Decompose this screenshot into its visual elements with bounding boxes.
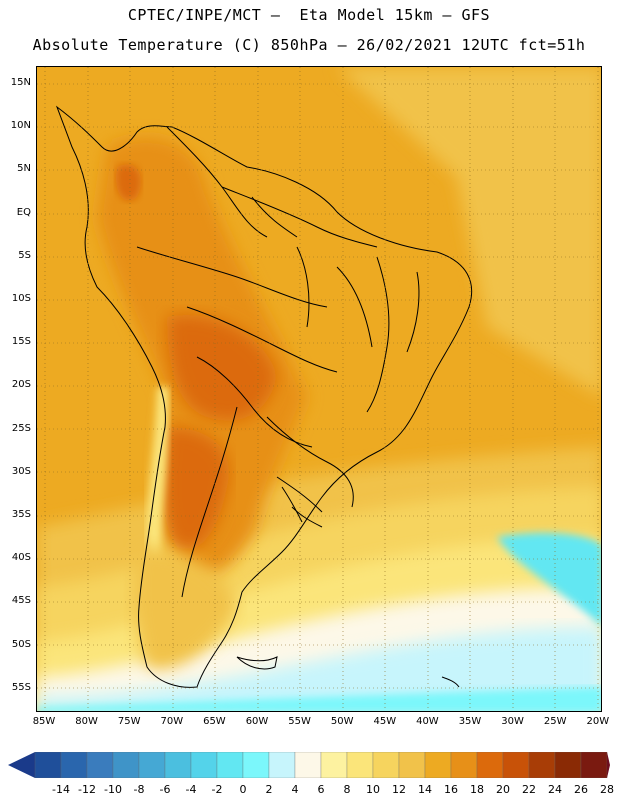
colorbar-label: -4	[185, 783, 197, 796]
colorbar-cell	[476, 752, 504, 778]
colorbar-label: -8	[133, 783, 145, 796]
colorbar-cell	[450, 752, 478, 778]
lat-label: 35S	[11, 509, 31, 520]
colorbar-cell	[112, 752, 140, 778]
colorbar-label: 6	[317, 783, 325, 796]
lon-label: 45W	[373, 716, 397, 727]
lon-label: 65W	[203, 716, 226, 727]
colorbar-cell	[502, 752, 530, 778]
coastlines	[55, 105, 473, 688]
lon-label: 80W	[75, 716, 98, 727]
colorbar-label: -12	[78, 783, 96, 796]
colorbar-label: 8	[343, 783, 351, 796]
lat-label: 15S	[11, 336, 31, 348]
lon-label: 75W	[117, 716, 141, 727]
map-title-line1: CPTEC/INPE/MCT – Eta Model 15km – GFS	[127, 6, 491, 24]
lat-label: 5N	[17, 163, 31, 175]
colorbar-label: 22	[522, 783, 536, 796]
colorbar-label: -6	[159, 783, 171, 796]
colorbar-cell	[138, 752, 166, 778]
lon-label: 30W	[501, 716, 524, 727]
colorbar-label: -2	[211, 783, 223, 796]
map-title-line2: Absolute Temperature (C) 850hPa – 26/02/…	[32, 36, 586, 54]
colorbar-label: 28	[600, 783, 614, 796]
colorbar-cell	[398, 752, 426, 778]
map-canvas	[37, 67, 601, 711]
colorbar-cell	[86, 752, 114, 778]
colorbar-label: 0	[239, 783, 247, 796]
lon-label: 70W	[160, 716, 184, 727]
colorbar-cell	[528, 752, 556, 778]
colorbar-cell	[424, 752, 452, 778]
temperature-map	[36, 66, 602, 712]
colorbar-cell	[268, 752, 296, 778]
colorbar-cell	[242, 752, 270, 778]
colorbar-cell	[320, 752, 348, 778]
lon-label: 55W	[288, 716, 311, 727]
lat-label: 50S	[11, 638, 31, 650]
colorbar-cell	[164, 752, 192, 778]
colorbar-label: 20	[496, 783, 510, 796]
colorbar-label: 16	[444, 783, 458, 796]
lon-label: 85W	[32, 716, 56, 727]
colorbar-min-arrow	[8, 752, 35, 778]
colorbar-cell	[346, 752, 374, 778]
lat-label: EQ	[16, 206, 31, 218]
colorbar-cell	[60, 752, 88, 778]
colorbar-cell	[34, 752, 62, 778]
colorbar-label: 26	[574, 783, 588, 796]
colorbar-label: 14	[418, 783, 432, 796]
lat-label: 10S	[11, 293, 31, 304]
lon-label: 25W	[543, 716, 567, 727]
lat-label: 15N	[10, 77, 31, 88]
colorbar-label: -10	[104, 783, 122, 796]
colorbar-cell	[216, 752, 244, 778]
colorbar-max-arrow	[607, 752, 610, 778]
lon-label: 50W	[330, 716, 354, 727]
lon-label: 20W	[586, 716, 610, 727]
lon-label: 40W	[416, 716, 439, 727]
colorbar-cell	[294, 752, 322, 778]
lat-label: 25S	[11, 422, 31, 434]
colorbar-label: 10	[366, 783, 380, 796]
lon-label: 60W	[245, 716, 269, 727]
lat-label: 40S	[11, 552, 31, 564]
colorbar-cell	[190, 752, 218, 778]
lat-label: 30S	[11, 465, 31, 477]
colorbar-label: 4	[291, 783, 299, 796]
colorbar-cell	[372, 752, 400, 778]
lat-label: 10N	[10, 120, 31, 132]
colorbar-label: 2	[265, 783, 273, 796]
lat-label: 55S	[11, 681, 31, 693]
colorbar-label: 12	[392, 783, 406, 796]
colorbar-cell	[580, 752, 608, 778]
colorbar	[8, 752, 610, 778]
colorbar-label: -14	[52, 783, 70, 796]
colorbar-label: 24	[548, 783, 562, 796]
lon-label: 35W	[458, 716, 482, 727]
lat-label: 5S	[18, 249, 31, 261]
colorbar-cell	[554, 752, 582, 778]
lat-label: 20S	[11, 379, 31, 391]
lat-label: 45S	[11, 595, 31, 607]
colorbar-label: 18	[470, 783, 484, 796]
